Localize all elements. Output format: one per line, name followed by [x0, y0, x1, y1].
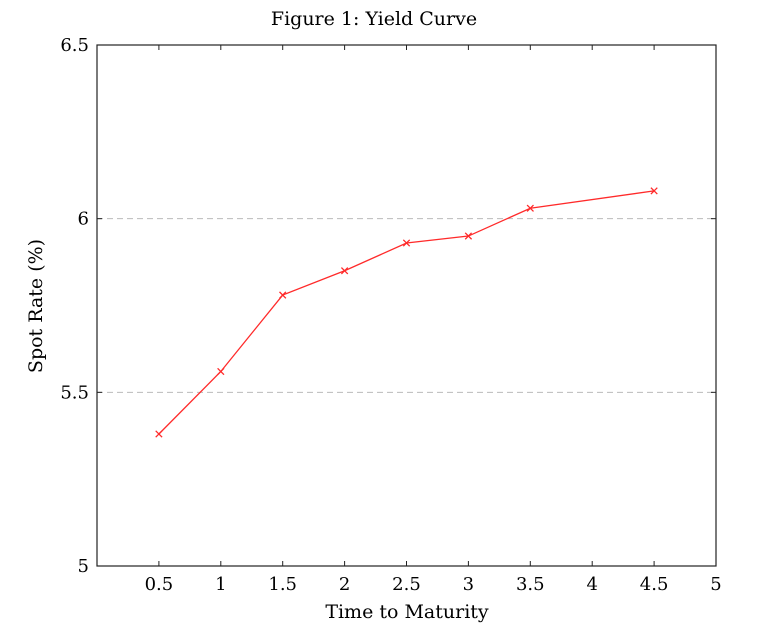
- x-axis-label: Time to Maturity: [325, 601, 489, 623]
- x-axis: 0.5 1 1.5 2 2.5 3 3.5 4 4.5 5: [145, 45, 722, 595]
- x-tick-label: 2: [339, 574, 350, 595]
- data-point-marker: [340, 267, 349, 275]
- data-point-marker: [279, 291, 287, 299]
- y-tick-label: 6: [78, 209, 89, 230]
- chart-title: Figure 1: Yield Curve: [271, 8, 477, 30]
- grid-lines: [97, 218, 716, 393]
- data-point-marker: [217, 367, 225, 376]
- data-point-marker: [155, 430, 163, 438]
- x-tick-label: 0.5: [145, 574, 174, 595]
- y-tick-label: 5: [78, 556, 89, 577]
- series-line: [158, 190, 655, 435]
- x-tick-label: 2.5: [392, 574, 421, 595]
- plot-frame: [96, 44, 717, 567]
- y-axis-label: Spot Rate (%): [25, 239, 47, 373]
- x-tick-label: 3: [463, 574, 474, 595]
- data-point-marker: [464, 232, 473, 240]
- x-tick-label: 4.5: [640, 574, 669, 595]
- x-tick-label: 1.5: [268, 574, 297, 595]
- x-tick-label: 1: [215, 574, 226, 595]
- x-tick-label: 3.5: [516, 574, 545, 595]
- data-point-marker: [650, 187, 658, 195]
- y-tick-label: 5.5: [60, 382, 89, 403]
- y-axis: 5 5.5 6 6.5: [60, 35, 716, 577]
- x-tick-label: 5: [710, 574, 721, 595]
- data-point-marker: [526, 204, 534, 212]
- data-point-marker: [402, 239, 411, 247]
- x-tick-label: 4: [586, 574, 597, 595]
- y-tick-label: 6.5: [60, 35, 89, 56]
- series-layer: [155, 187, 658, 438]
